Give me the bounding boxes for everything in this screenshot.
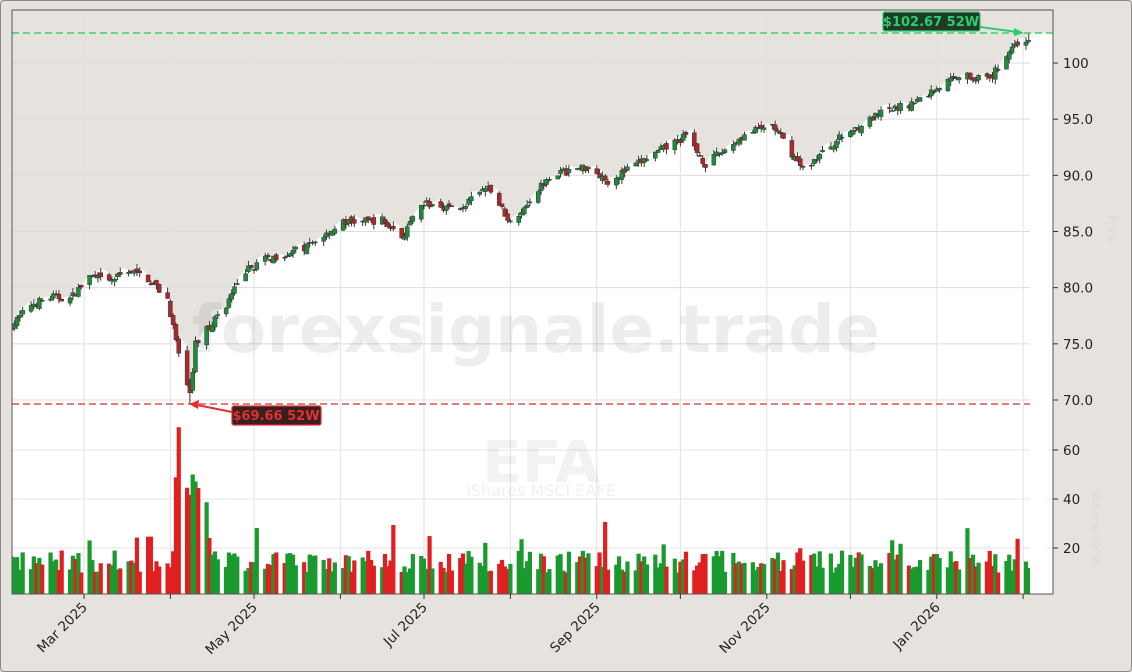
svg-text:20: 20 bbox=[1063, 541, 1080, 557]
watermark-text: forexsignale.trade bbox=[192, 291, 880, 368]
svg-text:Nov 2025: Nov 2025 bbox=[716, 600, 773, 657]
low-52w-label: $69.66 52W bbox=[232, 409, 319, 424]
svg-text:Jan 2026: Jan 2026 bbox=[890, 600, 944, 654]
svg-text:Sep 2025: Sep 2025 bbox=[547, 600, 604, 657]
high-52w-label: $102.67 52W bbox=[883, 15, 979, 30]
svg-text:95.0: 95.0 bbox=[1063, 112, 1093, 128]
volume-axis-label: Volume 10^6 bbox=[1089, 490, 1102, 565]
svg-text:70.0: 70.0 bbox=[1063, 393, 1093, 409]
svg-text:100: 100 bbox=[1063, 56, 1089, 72]
plot-border bbox=[11, 9, 1054, 595]
ticker-watermark: EFA bbox=[482, 428, 600, 496]
ticker-subtitle: iShares MSCI EAFE bbox=[466, 481, 615, 500]
price-axis: 70.0 75.0 80.0 85.0 90.0 95.0 100 bbox=[1053, 56, 1093, 409]
low-52w-annotation: $69.66 52W bbox=[189, 400, 322, 426]
last-price-strip bbox=[1030, 47, 1047, 594]
volume-axis: 20 40 60 bbox=[1053, 443, 1080, 557]
gridlines bbox=[12, 10, 1053, 594]
svg-text:85.0: 85.0 bbox=[1063, 224, 1093, 240]
svg-text:75.0: 75.0 bbox=[1063, 337, 1093, 353]
price-shading bbox=[12, 10, 1053, 379]
svg-text:80.0: 80.0 bbox=[1063, 281, 1093, 297]
svg-text:May 2025: May 2025 bbox=[202, 600, 260, 658]
right-strip bbox=[1047, 47, 1053, 427]
price-axis-label: Price bbox=[1105, 215, 1118, 242]
svg-text:Mar 2025: Mar 2025 bbox=[34, 600, 91, 657]
date-axis: Mar 2025 May 2025 Jul 2025 Sep 2025 Nov 2025… bbox=[34, 594, 1024, 658]
candlesticks bbox=[12, 33, 1032, 404]
svg-text:40: 40 bbox=[1063, 492, 1080, 508]
volume-bars bbox=[12, 427, 1031, 594]
svg-text:Jul 2025: Jul 2025 bbox=[380, 600, 431, 651]
svg-text:60: 60 bbox=[1063, 443, 1080, 459]
svg-text:90.0: 90.0 bbox=[1063, 168, 1093, 184]
high-52w-annotation: $102.67 52W bbox=[882, 11, 1024, 36]
